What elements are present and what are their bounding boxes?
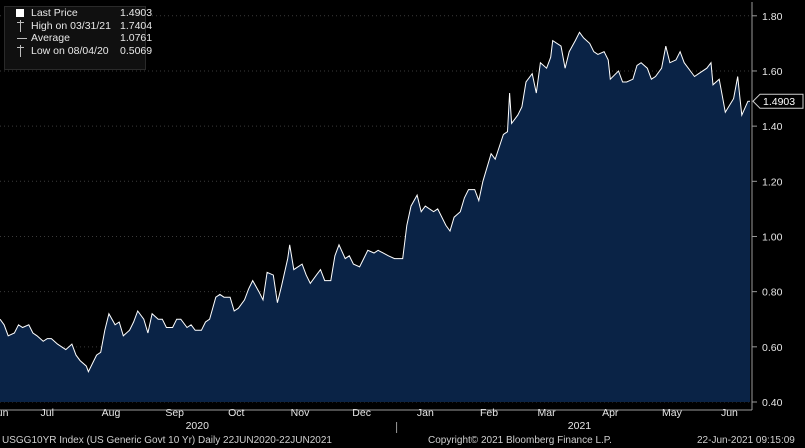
high-marker-icon — [17, 19, 24, 32]
x-tick-label: Jan — [417, 407, 434, 419]
footer-timestamp: 22-Jun-2021 09:15:09 — [697, 435, 795, 446]
legend: Last Price 1.4903 High on 03/31/21 1.740… — [4, 6, 152, 70]
last-value-label: 1.4903 — [763, 96, 795, 108]
y-tick-label: 1.20 — [762, 176, 783, 188]
x-year-label: 2020 — [186, 420, 210, 432]
legend-average-label: Average — [31, 32, 70, 44]
y-tick-label: 0.80 — [762, 287, 783, 299]
average-marker-icon — [17, 38, 27, 39]
x-tick-label: Oct — [228, 407, 244, 419]
legend-last-price: Last Price 1.4903 — [5, 7, 152, 20]
legend-average: Average 1.0761 — [5, 32, 152, 45]
y-tick-label: 0.40 — [762, 397, 783, 409]
legend-low: Low on 08/04/20 0.5069 — [5, 44, 152, 58]
y-tick-label: 1.40 — [762, 121, 783, 133]
y-tick-label: 1.00 — [762, 231, 783, 243]
footer-bar: USGG10YR Index (US Generic Govt 10 Yr) D… — [0, 433, 805, 448]
series-line — [0, 31, 751, 373]
legend-average-value: 1.0761 — [120, 32, 153, 44]
x-tick-label: Jun — [0, 407, 9, 419]
last-price-swatch-icon — [16, 9, 24, 17]
low-marker-icon — [17, 44, 24, 57]
y-tick-label: 1.80 — [762, 11, 783, 23]
x-year-label: 2021 — [568, 420, 592, 432]
x-tick-label: Aug — [102, 407, 121, 419]
footer-index-label: USGG10YR Index (US Generic Govt 10 Yr) D… — [2, 435, 332, 446]
legend-high-value: 1.7404 — [120, 19, 153, 32]
footer-copyright: Copyright© 2021 Bloomberg Finance L.P. — [428, 435, 612, 446]
legend-low-label: Low on 08/04/20 — [31, 44, 109, 57]
series-area — [0, 32, 750, 403]
y-tick-label: 1.60 — [762, 66, 783, 78]
legend-high-label: High on 03/31/21 — [31, 19, 111, 32]
x-tick-label: Sep — [165, 407, 184, 419]
y-tick-label: 0.60 — [762, 342, 783, 354]
x-tick-label: Apr — [602, 407, 619, 419]
last-value-flag — [752, 93, 804, 109]
legend-low-value: 0.5069 — [120, 44, 153, 57]
x-tick-label: Mar — [538, 407, 557, 419]
x-tick-label: Jun — [721, 407, 738, 419]
x-tick-label: Nov — [291, 407, 310, 419]
legend-last-price-value: 1.4903 — [120, 7, 153, 19]
legend-high: High on 03/31/21 1.7404 — [5, 19, 152, 33]
x-tick-label: Jul — [41, 407, 54, 419]
legend-last-price-label: Last Price — [31, 7, 78, 19]
x-tick-label: May — [662, 407, 683, 419]
x-tick-label: Feb — [480, 407, 498, 419]
x-tick-label: Dec — [352, 407, 371, 419]
